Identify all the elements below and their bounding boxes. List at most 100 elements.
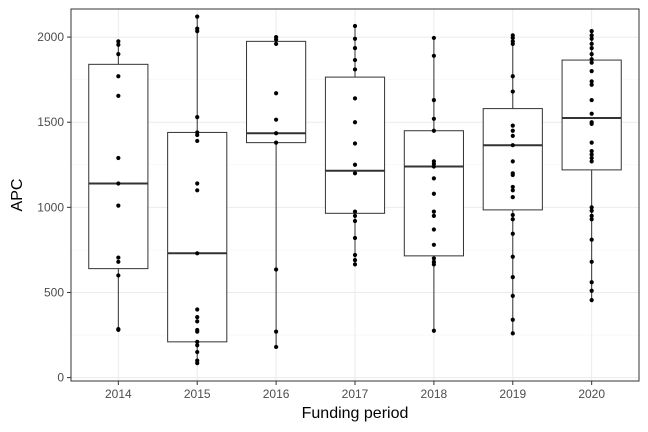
x-tick-label: 2014 (105, 387, 132, 401)
data-point (510, 254, 515, 259)
data-point (195, 251, 200, 256)
data-point (195, 339, 200, 344)
data-point (116, 255, 121, 260)
data-point (352, 67, 358, 72)
y-axis-title: APC (9, 179, 26, 212)
data-point (510, 331, 515, 336)
data-point (510, 195, 515, 200)
data-point (352, 218, 358, 224)
data-point (274, 41, 279, 47)
x-tick-label: 2015 (184, 387, 211, 401)
data-point (195, 329, 200, 334)
data-point (589, 159, 594, 164)
data-point (589, 60, 594, 65)
data-point (352, 162, 358, 167)
box-iqr (167, 131, 228, 343)
data-point (510, 35, 515, 41)
data-point (116, 259, 121, 264)
data-point (352, 213, 358, 218)
data-point (195, 188, 200, 193)
data-point (510, 188, 515, 193)
data-point (510, 89, 515, 94)
data-point (431, 328, 436, 333)
y-tick-label: 500 (44, 285, 64, 299)
data-point (116, 39, 121, 44)
data-point (510, 133, 515, 138)
data-point (589, 121, 594, 127)
x-tick-label: 2019 (499, 387, 526, 401)
data-point (589, 213, 594, 218)
data-point (274, 329, 279, 334)
data-point (431, 227, 436, 232)
data-point (274, 131, 279, 136)
data-point (195, 349, 200, 355)
y-tick-label: 0 (57, 371, 64, 385)
data-point (195, 115, 200, 120)
data-point (195, 361, 200, 366)
data-point (510, 74, 515, 79)
data-point (431, 116, 436, 121)
data-point (589, 52, 594, 57)
y-tick-label: 2000 (37, 30, 64, 44)
data-point (510, 217, 515, 222)
data-point (589, 82, 594, 87)
data-point (195, 29, 200, 34)
data-point (116, 74, 121, 79)
data-point (274, 267, 279, 272)
data-point (352, 57, 358, 63)
data-point (195, 181, 200, 186)
data-point (352, 120, 358, 125)
data-point (195, 14, 200, 19)
box-iqr (88, 63, 149, 270)
data-point (589, 288, 594, 293)
data-point (116, 203, 121, 208)
data-point (431, 53, 436, 58)
data-point (431, 242, 436, 247)
data-point (195, 307, 200, 312)
x-tick-label: 2018 (421, 387, 448, 401)
data-point (431, 209, 436, 214)
data-point (510, 231, 515, 236)
data-point (589, 69, 594, 74)
data-point (510, 275, 515, 280)
data-point (352, 23, 358, 29)
y-tick-label: 1000 (37, 200, 64, 214)
data-point (431, 35, 436, 41)
data-point (274, 117, 279, 122)
data-point (510, 293, 515, 298)
data-point (510, 128, 515, 133)
data-point (195, 319, 200, 324)
y-tick-label: 1500 (37, 115, 64, 129)
data-point (510, 143, 515, 148)
data-point (589, 41, 594, 47)
data-point (116, 155, 121, 161)
data-point (589, 280, 594, 285)
data-point (589, 237, 594, 242)
data-point (116, 273, 121, 278)
data-point (274, 140, 279, 145)
data-point (510, 212, 515, 218)
data-point (431, 191, 436, 196)
data-point (352, 209, 358, 214)
data-point (195, 315, 200, 320)
data-point (431, 176, 436, 181)
data-point (589, 33, 594, 38)
data-point (195, 132, 200, 138)
data-point (589, 36, 594, 41)
data-point (352, 36, 358, 41)
data-point (274, 91, 279, 96)
data-point (274, 344, 279, 350)
data-point (116, 52, 121, 57)
data-point (589, 208, 594, 213)
data-point (510, 317, 515, 322)
data-point (589, 205, 594, 210)
data-point (510, 184, 515, 190)
data-point (589, 57, 594, 62)
data-point (431, 128, 436, 133)
data-point (589, 298, 594, 303)
data-point (510, 159, 515, 164)
data-point (352, 141, 358, 146)
data-point (589, 259, 594, 264)
data-points (116, 14, 594, 366)
